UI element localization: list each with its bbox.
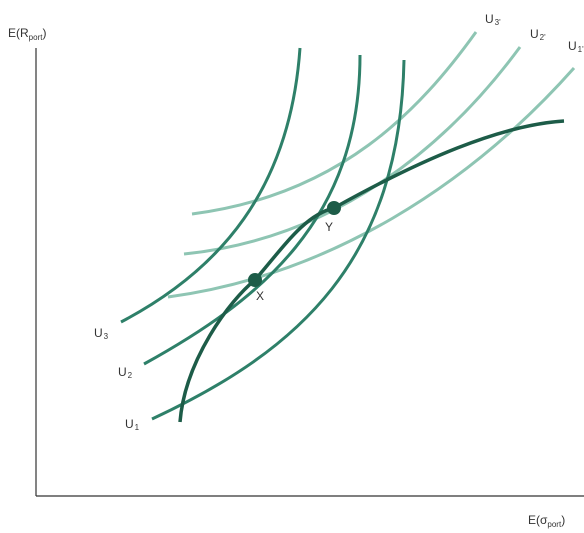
curve-u2 — [143, 54, 362, 366]
point-y-label: Y — [325, 220, 333, 234]
curve-u1 — [151, 59, 406, 421]
label-u2-prime: U2' — [530, 27, 546, 42]
curve-u3-prime — [191, 31, 478, 216]
point-y-marker — [327, 201, 341, 215]
point-x-marker — [248, 273, 262, 287]
label-u3: U3 — [94, 326, 109, 341]
efficient-frontier — [178, 119, 565, 423]
y-axis-title: E(Rport) — [8, 26, 46, 42]
curve-u1-prime — [167, 67, 576, 299]
curve-u2-prime — [183, 46, 522, 256]
point-x-label: X — [256, 289, 264, 303]
label-u1-prime: U1' — [568, 39, 584, 54]
curve-u3 — [120, 47, 302, 324]
label-u3-prime: U3' — [485, 12, 501, 27]
label-u1: U1 — [125, 417, 140, 432]
x-axis-title: E(σport) — [528, 513, 565, 529]
label-u2: U2 — [118, 365, 133, 380]
